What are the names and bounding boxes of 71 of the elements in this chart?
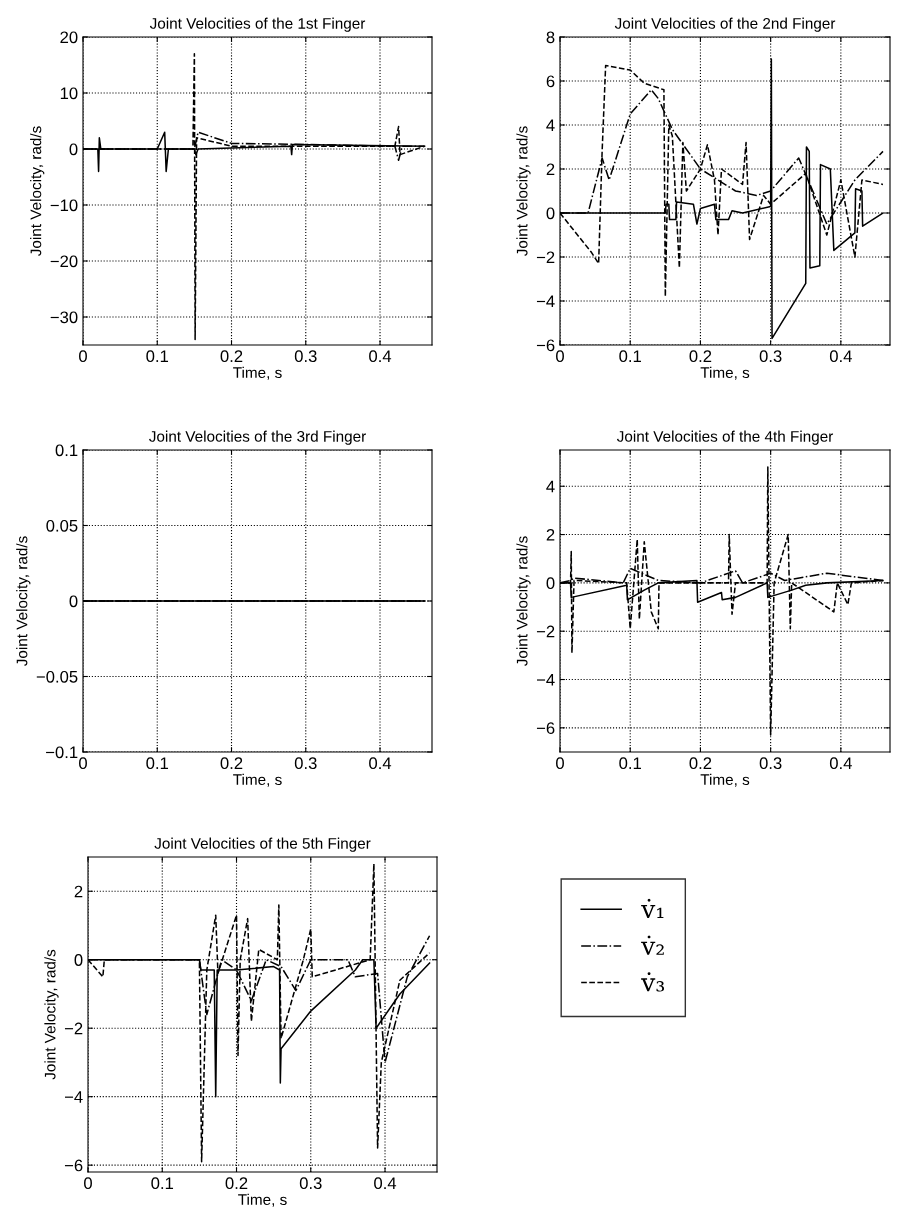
x-tick-label: 0.2 (689, 350, 712, 363)
y-tick-label: −6 (536, 722, 555, 735)
x-tick-label: 0.3 (759, 350, 782, 363)
legend-label: v̇₁ (641, 898, 664, 919)
chart-title: Joint Velocities of the 1st Finger (149, 17, 366, 32)
y-tick-label: 6 (546, 75, 555, 88)
y-tick-label: 2 (74, 885, 83, 898)
chart-title: Joint Velocities of the 3rd Finger (149, 430, 366, 445)
y-tick-label: 2 (546, 163, 555, 176)
y-tick-label: 0 (69, 595, 78, 608)
x-tick-label: 0.4 (369, 757, 392, 770)
x-tick-label: 0.1 (151, 1177, 174, 1190)
x-tick-label: 0.3 (294, 350, 317, 363)
x-tick-label: 0.3 (759, 757, 782, 770)
y-tick-label: −10 (50, 199, 78, 212)
y-tick-label: 0 (546, 577, 555, 590)
x-tick-label: 0.1 (146, 350, 169, 363)
y-tick-label: 2 (546, 528, 555, 541)
x-tick-label: 0.2 (220, 350, 243, 363)
x-tick-label: 0 (556, 757, 564, 770)
x-tick-label: 0 (556, 350, 564, 363)
y-tick-label: 10 (60, 87, 78, 100)
y-tick-label: −4 (536, 674, 555, 686)
y-tick-label: −4 (64, 1091, 83, 1103)
x-tick-label: 0.2 (689, 757, 712, 770)
x-tick-label: 0.2 (220, 757, 243, 770)
y-tick-label: 20 (60, 31, 78, 44)
y-tick-label: −6 (536, 339, 555, 352)
x-axis-title: Time, s (700, 773, 750, 787)
x-axis-title: Time, s (700, 366, 750, 380)
x-tick-label: 0 (84, 1177, 92, 1190)
y-axis-title: Joint Velocity, rad/s (516, 126, 531, 257)
y-tick-label: −2 (64, 1022, 83, 1035)
y-tick-label: 4 (546, 119, 555, 132)
legend-label: v̇₂ (641, 935, 664, 955)
y-tick-label: −0.05 (36, 670, 78, 683)
y-tick-label: 8 (546, 31, 555, 44)
y-axis-title: Joint Velocity, rad/s (44, 949, 59, 1080)
y-tick-label: 0 (546, 207, 555, 220)
chart-title: Joint Velocities of the 4th Finger (616, 430, 834, 445)
y-tick-label: 0.1 (55, 444, 78, 457)
y-axis-title: Joint Velocity, rad/s (516, 536, 531, 667)
y-tick-label: −6 (64, 1159, 83, 1172)
y-tick-label: −2 (536, 625, 555, 638)
chart-title: Joint Velocities of the 5th Finger (154, 837, 371, 852)
x-tick-label: 0.2 (225, 1177, 248, 1190)
y-tick-label: −0.1 (46, 746, 78, 759)
y-axis-title: Joint Velocity, rad/s (30, 126, 45, 257)
y-tick-label: 0.05 (46, 519, 78, 532)
y-tick-label: 0 (74, 954, 83, 966)
y-axis-title: Joint Velocity, rad/s (16, 536, 31, 667)
x-axis-title: Time, s (233, 773, 282, 787)
x-tick-label: 0.4 (369, 350, 392, 363)
y-tick-label: 4 (546, 480, 555, 493)
x-tick-label: 0.3 (299, 1177, 322, 1190)
y-tick-label: −20 (50, 255, 78, 268)
x-tick-label: 0.4 (829, 757, 852, 770)
x-axis-title: Time, s (238, 1193, 287, 1207)
chart-title: Joint Velocities of the 2nd Finger (614, 17, 836, 32)
x-tick-label: 0.4 (374, 1177, 397, 1190)
x-tick-label: 0.3 (294, 757, 317, 770)
x-tick-label: 0.1 (619, 350, 641, 363)
y-tick-label: 0 (69, 143, 78, 156)
y-tick-label: −30 (50, 311, 78, 324)
y-tick-label: −2 (536, 251, 555, 264)
legend-label: v̇₃ (641, 972, 665, 992)
y-tick-label: −4 (536, 295, 555, 308)
x-tick-label: 0.1 (146, 757, 169, 770)
x-tick-label: 0.4 (829, 350, 852, 363)
x-axis-title: Time, s (233, 366, 282, 380)
x-tick-label: 0.1 (619, 757, 641, 770)
